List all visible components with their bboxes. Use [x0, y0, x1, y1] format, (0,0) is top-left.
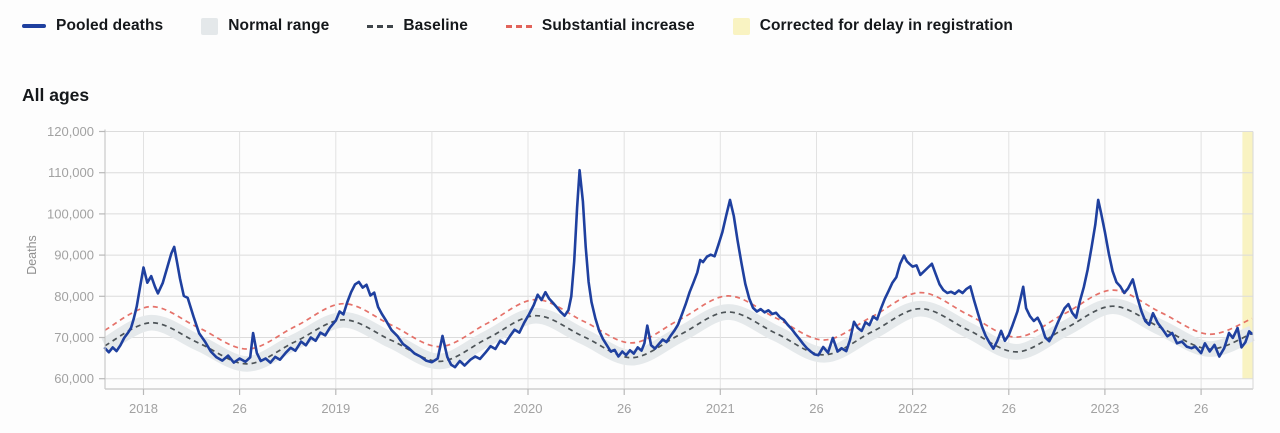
x-tick-label: 26 [617, 401, 631, 416]
legend-item-corrected-for-delay-in-registration: Corrected for delay in registration [732, 17, 1013, 35]
x-tick-label: 2018 [129, 401, 158, 416]
box-swatch-icon [732, 17, 750, 35]
x-tick-label: 26 [1002, 401, 1016, 416]
y-tick-label: 110,000 [48, 165, 94, 180]
y-tick-label: 70,000 [54, 330, 94, 345]
legend-item-substantial-increase: Substantial increase [505, 17, 695, 35]
legend-item-baseline: Baseline [367, 17, 468, 35]
legend-item-normal-range: Normal range [201, 17, 329, 35]
y-tick-label: 60,000 [54, 371, 94, 386]
dashed-line-swatch-icon [505, 24, 532, 28]
box-swatch-icon [201, 17, 219, 35]
legend-label: Pooled deaths [56, 17, 164, 34]
baseline-line [104, 305, 1253, 365]
chart-legend: Pooled deaths Normal range Baseline Substan… [22, 17, 1013, 35]
legend-label: Corrected for delay in registration [759, 17, 1013, 34]
legend-label: Normal range [228, 17, 330, 34]
dashed-line-swatch-icon [367, 24, 394, 28]
x-tick-label: 26 [1194, 401, 1208, 416]
x-tick-label: 2022 [898, 401, 927, 416]
y-tick-label: 120,000 [47, 124, 94, 139]
pooled-deaths-line [103, 168, 1254, 369]
y-tick-label: 80,000 [54, 289, 94, 304]
y-axis-unit-label: Deaths [25, 235, 39, 275]
y-tick-label: 90,000 [54, 248, 94, 263]
x-tick-label: 26 [809, 401, 823, 416]
chart-title: All ages [22, 85, 90, 105]
normal-range-band [101, 298, 1256, 372]
x-tick-label: 2019 [321, 401, 350, 416]
legend-item-pooled-deaths: Pooled deaths [22, 17, 163, 35]
x-tick-label: 2023 [1090, 401, 1119, 416]
x-tick-label: 2021 [706, 401, 735, 416]
x-tick-label: 2020 [514, 401, 543, 416]
x-tick-label: 26 [425, 401, 439, 416]
legend-label: Baseline [403, 17, 468, 34]
x-tick-label: 26 [232, 401, 246, 416]
y-tick-label: 100,000 [47, 206, 94, 221]
line-swatch-icon [22, 24, 46, 28]
legend-label: Substantial increase [541, 17, 695, 34]
